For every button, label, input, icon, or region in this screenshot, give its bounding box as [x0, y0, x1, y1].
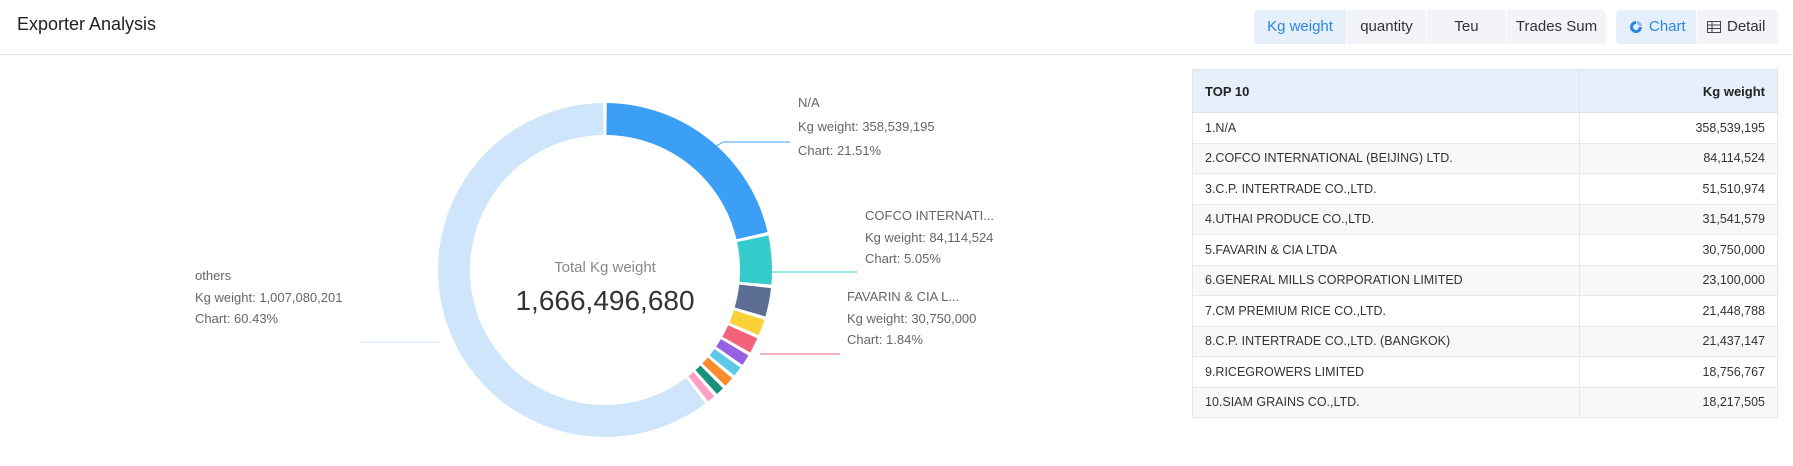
donut-slice-cofco-international-beijing-ltd[interactable] — [737, 235, 772, 285]
table-row: 4.UTHAI PRODUCE CO.,LTD. 31,541,579 — [1192, 203, 1778, 235]
tab-trades-sum[interactable]: Trades Sum — [1506, 10, 1606, 44]
callout-favarin-pct: Chart: 1.84% — [847, 332, 923, 347]
view-tab-group: Chart Detail — [1616, 10, 1778, 44]
leader-line-na — [712, 141, 790, 149]
donut-chart: Total Kg weight 1,666,496,680 N/A Kg wei… — [195, 95, 994, 437]
tab-chart-label: Chart — [1649, 18, 1686, 35]
table-row: 7.CM PREMIUM RICE CO.,LTD. 21,448,788 — [1192, 295, 1778, 327]
callout-cofco-weight: Kg weight: 84,114,524 — [865, 230, 993, 245]
donut-chart-icon — [1630, 21, 1642, 33]
metric-tab-group: Kg weight quantity Teu Trades Sum — [1254, 10, 1606, 44]
row-name: 7.CM PREMIUM RICE CO.,LTD. — [1192, 295, 1580, 327]
top10-table: TOP 10 Kg weight 1.N/A 358,539,195 2.COF… — [1192, 69, 1778, 418]
page-title: Exporter Analysis — [17, 14, 157, 34]
donut-slice-uthai-produce-co-ltd[interactable] — [729, 310, 765, 336]
donut-slice-n-a[interactable] — [606, 103, 768, 240]
callout-favarin-weight: Kg weight: 30,750,000 — [847, 311, 976, 326]
tab-chart[interactable]: Chart — [1616, 10, 1696, 44]
row-name: 10.SIAM GRAINS CO.,LTD. — [1192, 386, 1580, 418]
callout-others-weight: Kg weight: 1,007,080,201 — [195, 290, 342, 305]
row-value: 18,756,767 — [1579, 356, 1778, 388]
callout-na-weight: Kg weight: 358,539,195 — [798, 119, 935, 134]
callout-others-name: others — [195, 268, 232, 283]
table-row: 1.N/A 358,539,195 — [1192, 112, 1778, 144]
donut-slice-c-p-intertrade-co-ltd[interactable] — [734, 284, 772, 317]
row-value: 84,114,524 — [1579, 142, 1778, 174]
tab-quantity[interactable]: quantity — [1346, 10, 1426, 44]
callout-others-pct: Chart: 60.43% — [195, 311, 279, 326]
donut-slice-favarin-cia-ltda[interactable] — [722, 325, 758, 353]
row-value: 21,448,788 — [1579, 295, 1778, 327]
column-header-top10[interactable]: TOP 10 — [1192, 69, 1580, 113]
table-icon — [1707, 21, 1721, 33]
table-row: 2.COFCO INTERNATIONAL (BEIJING) LTD. 84,… — [1192, 142, 1778, 174]
row-name: 2.COFCO INTERNATIONAL (BEIJING) LTD. — [1192, 142, 1580, 174]
row-value: 18,217,505 — [1579, 386, 1778, 418]
callout-favarin-name: FAVARIN & CIA L... — [847, 289, 959, 304]
row-name: 1.N/A — [1192, 112, 1580, 144]
donut-slice-others[interactable] — [438, 103, 706, 437]
row-value: 31,541,579 — [1579, 203, 1778, 235]
donut-center-label: Total Kg weight — [554, 259, 657, 276]
table-row: 9.RICEGROWERS LIMITED 18,756,767 — [1192, 356, 1778, 388]
row-value: 21,437,147 — [1579, 325, 1778, 357]
donut-slices — [438, 103, 772, 437]
row-value: 23,100,000 — [1579, 264, 1778, 296]
tab-kg-weight[interactable]: Kg weight — [1254, 10, 1346, 44]
table-header-row: TOP 10 Kg weight — [1192, 69, 1778, 113]
row-name: 6.GENERAL MILLS CORPORATION LIMITED — [1192, 264, 1580, 296]
donut-slice-c-p-intertrade-co-ltd-bangkok[interactable] — [702, 357, 733, 386]
donut-slice-cm-premium-rice-co-ltd[interactable] — [709, 348, 741, 376]
table-row: 6.GENERAL MILLS CORPORATION LIMITED 23,1… — [1192, 264, 1778, 296]
donut-center-value: 1,666,496,680 — [515, 285, 694, 316]
callout-cofco-name: COFCO INTERNATI... — [865, 208, 994, 223]
table-row: 5.FAVARIN & CIA LTDA 30,750,000 — [1192, 234, 1778, 266]
row-value: 51,510,974 — [1579, 173, 1778, 205]
row-name: 9.RICEGROWERS LIMITED — [1192, 356, 1580, 388]
donut-slice-ricegrowers-limited[interactable] — [695, 365, 723, 394]
row-value: 30,750,000 — [1579, 234, 1778, 266]
callout-cofco-pct: Chart: 5.05% — [865, 251, 941, 266]
row-name: 5.FAVARIN & CIA LTDA — [1192, 234, 1580, 266]
column-header-kg-weight[interactable]: Kg weight — [1579, 69, 1778, 113]
callout-na-pct: Chart: 21.51% — [798, 143, 882, 158]
donut-slice-general-mills-corporation-limited[interactable] — [716, 339, 749, 365]
table-row: 10.SIAM GRAINS CO.,LTD. 18,217,505 — [1192, 386, 1778, 418]
row-name: 8.C.P. INTERTRADE CO.,LTD. (BANGKOK) — [1192, 325, 1580, 357]
tab-teu[interactable]: Teu — [1426, 10, 1506, 44]
row-value: 358,539,195 — [1579, 112, 1778, 144]
table-row: 8.C.P. INTERTRADE CO.,LTD. (BANGKOK) 21,… — [1192, 325, 1778, 357]
donut-slice-siam-grains-co-ltd[interactable] — [688, 372, 715, 402]
section-header: Exporter Analysis Kg weight quantity Teu… — [0, 0, 1793, 55]
row-name: 3.C.P. INTERTRADE CO.,LTD. — [1192, 173, 1580, 205]
table-row: 3.C.P. INTERTRADE CO.,LTD. 51,510,974 — [1192, 173, 1778, 205]
tab-detail-label: Detail — [1727, 18, 1766, 35]
callout-na-name: N/A — [798, 95, 820, 110]
row-name: 4.UTHAI PRODUCE CO.,LTD. — [1192, 203, 1580, 235]
tab-detail[interactable]: Detail — [1696, 10, 1778, 44]
